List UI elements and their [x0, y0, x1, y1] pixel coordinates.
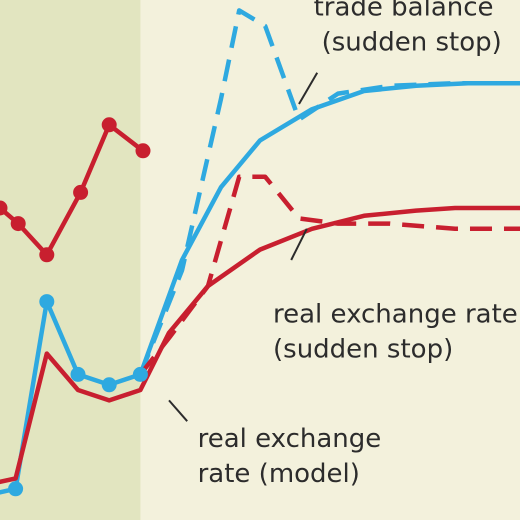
annotation-line: (sudden stop) — [273, 334, 453, 364]
data-point — [73, 184, 89, 200]
annotation-leader-trade-balance — [298, 72, 319, 105]
annotation-leader-rer-sudden-stop — [290, 228, 308, 261]
annotation-layer: trade balance (sudden stop) real exchang… — [168, 0, 520, 489]
data-point — [39, 247, 55, 263]
shaded-region — [0, 0, 141, 520]
data-point — [135, 143, 151, 159]
data-point — [70, 366, 86, 382]
marker-layer — [0, 117, 151, 497]
annotation-line: real exchange rate — [273, 299, 518, 329]
series-line-5 — [138, 174, 520, 376]
annotation-trade-balance-sudden-stop: trade balance (sudden stop) — [314, 0, 502, 58]
data-point — [10, 216, 26, 232]
annotation-line: real exchange — [198, 424, 382, 454]
annotation-line: trade balance — [314, 0, 494, 23]
annotation-rer-model: real exchange rate (model) — [198, 424, 390, 489]
annotation-line: (sudden stop) — [322, 28, 502, 58]
data-point — [0, 200, 8, 216]
data-point — [39, 294, 55, 310]
data-point — [101, 377, 117, 393]
data-point — [8, 481, 24, 497]
data-point — [132, 366, 148, 382]
data-point — [101, 117, 117, 133]
annotation-line: rate (model) — [198, 459, 360, 489]
annotation-rer-sudden-stop: real exchange rate (sudden stop) — [273, 299, 520, 364]
annotation-leader-rer-model — [168, 399, 188, 422]
series-line-4 — [138, 8, 520, 376]
